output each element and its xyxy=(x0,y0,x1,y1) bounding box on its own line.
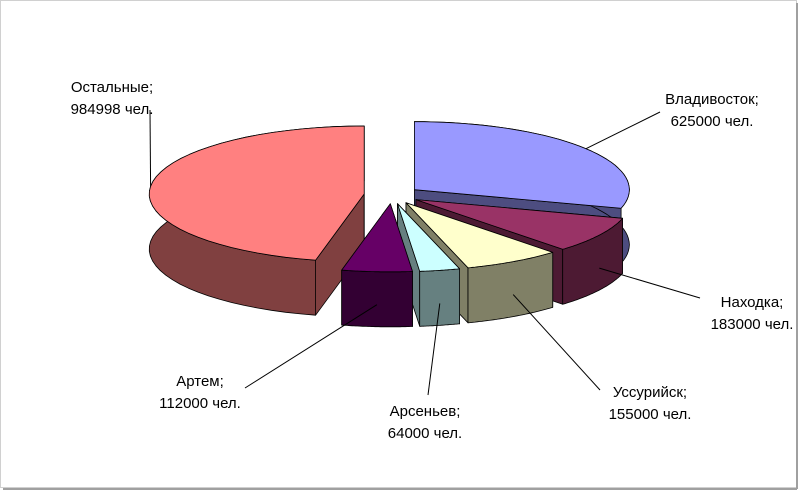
slice-top xyxy=(415,199,623,250)
data-label-value: 112000 чел. xyxy=(159,395,241,412)
data-label-name: Уссурийск; xyxy=(613,384,687,401)
leader-line xyxy=(599,267,701,299)
slice-top xyxy=(405,202,554,269)
leader-line xyxy=(149,109,152,187)
slice-top xyxy=(341,203,413,273)
data-label-name: Владивосток; xyxy=(665,91,759,108)
data-label-name: Находка; xyxy=(721,294,784,311)
slice-wall xyxy=(341,269,413,328)
leader-line xyxy=(427,303,441,396)
data-label-value: 155000 чел. xyxy=(609,406,692,423)
slice-wall xyxy=(419,268,461,327)
data-label-name: Остальные; xyxy=(71,79,153,96)
slice-top xyxy=(397,203,461,272)
leader-line xyxy=(244,304,378,389)
data-label-value: 64000 чел. xyxy=(388,425,462,442)
data-label-value: 183000 чел. xyxy=(711,316,794,333)
data-label-value: 625000 чел. xyxy=(671,113,754,130)
leader-line xyxy=(585,111,661,150)
leader-line xyxy=(512,294,601,391)
data-label-name: Артем; xyxy=(176,373,224,390)
data-label-name: Арсеньев; xyxy=(390,403,461,420)
data-label-value: 984998 чел. xyxy=(71,101,154,118)
